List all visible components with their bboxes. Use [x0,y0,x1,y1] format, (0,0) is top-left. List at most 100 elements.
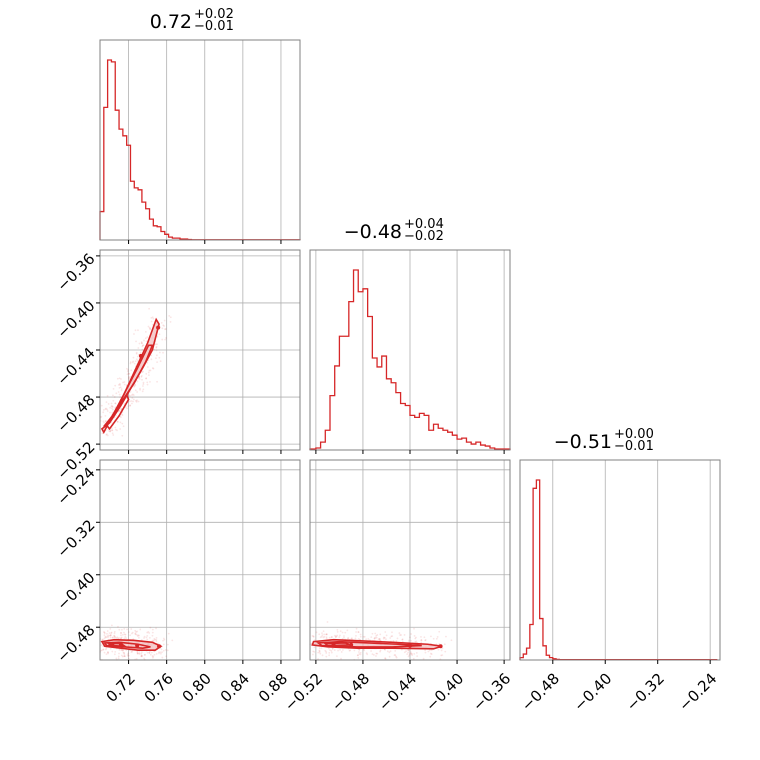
scatter-0-1-sample-96 [146,366,149,368]
scatter-1-2-sample-368 [385,638,387,641]
scatter-1-2-sample-45 [312,635,315,638]
scatter-1-2-sample-373 [375,634,378,637]
scatter-0-1-sample-377 [104,420,107,422]
y-tick-label-p2-r2-0: −0.48 [53,621,98,666]
scatter-1-2-sample-82 [359,633,362,636]
scatter-0-2-sample-365 [139,628,142,631]
scatter-1-2-sample-354 [437,648,440,651]
scatter-0-2-sample-79 [123,653,126,655]
scatter-0-2-sample-263 [146,634,149,637]
scatter-0-2-sample-63 [118,648,121,651]
scatter-1-2-sample-113 [420,639,423,641]
scatter-1-2-sample-83 [340,657,342,660]
scatter-0-2-sample-148 [154,638,157,641]
scatter-0-2-sample-329 [148,652,151,654]
scatter-0-2-sample-178 [111,636,114,639]
scatter-1-2-sample-37 [420,635,422,638]
scatter-1-2-sample-52 [347,637,350,639]
scatter-1-2-sample-301 [339,634,341,637]
scatter-0-1-sample-230 [141,342,143,344]
scatter-0-2-sample-229 [102,645,105,648]
scatter-0-1-sample-355 [155,349,158,352]
scatter-1-2-sample-188 [427,650,430,653]
x-tick-label-p2-1: −0.40 [570,670,615,715]
scatter-0-1-sample-89 [140,375,143,378]
scatter-1-2-sample-313 [325,636,328,639]
scatter-1-2-sample-250 [424,639,427,642]
hist-0-panel [100,40,300,240]
scatter-0-1-sample-76 [150,317,153,319]
scatter-1-2-sample-294 [378,637,381,640]
scatter-0-1-sample-127 [137,329,139,332]
scatter-1-2-sample-43 [323,633,326,636]
scatter-0-1-sample-106 [137,377,140,380]
scatter-1-2-sample-244 [366,653,369,656]
param-title-0: 0.72 [150,11,192,33]
scatter-0-2-sample-305 [127,631,130,633]
scatter-1-2-sample-51 [318,633,321,636]
scatter-1-2-sample-253 [355,631,357,633]
scatter-0-2-sample-130 [140,651,143,653]
scatter-1-2-sample-268 [436,636,439,638]
scatter-1-2-sample-194 [339,630,342,633]
scatter-1-2-panel [310,460,510,660]
scatter-0-1-sample-55 [126,370,129,373]
scatter-1-2-sample-159 [326,621,329,623]
scatter-0-1-sample-94 [105,433,108,436]
scatter-0-1-point-1 [138,353,143,358]
scatter-1-2-sample-222 [325,652,328,654]
scatter-0-2-sample-372 [134,633,137,636]
scatter-0-1-sample-116 [129,404,132,407]
scatter-0-2-sample-209 [162,639,164,642]
scatter-0-2-sample-74 [110,631,113,634]
scatter-1-2-sample-207 [338,636,341,639]
scatter-0-1-sample-102 [135,358,138,361]
scatter-0-1-sample-174 [112,434,115,436]
param-title-minus-0: −0.01 [194,19,234,34]
scatter-0-1-sample-1 [130,369,133,372]
scatter-0-1-sample-75 [129,394,131,397]
scatter-0-1-sample-255 [141,344,144,347]
scatter-1-2-sample-31 [430,635,432,638]
scatter-0-1-sample-226 [152,317,155,320]
scatter-1-2-sample-241 [357,631,360,633]
scatter-0-1-sample-354 [147,325,150,328]
scatter-1-2-sample-364 [430,653,433,656]
scatter-0-1-sample-24 [106,395,109,397]
scatter-1-2-sample-270 [382,636,385,639]
scatter-0-2-sample-243 [127,657,130,660]
scatter-0-1-sample-283 [109,430,112,433]
scatter-0-2-sample-221 [124,633,127,636]
scatter-0-1-sample-281 [131,361,134,364]
scatter-0-1-sample-57 [155,345,158,348]
scatter-1-2-sample-184 [406,653,409,656]
scatter-0-1-sample-48 [132,360,135,363]
scatter-1-2-sample-274 [435,637,438,640]
scatter-1-2-sample-127 [394,654,397,656]
scatter-1-2-sample-329 [450,639,453,642]
scatter-0-2-point-0 [110,642,115,647]
scatter-0-1-sample-298 [105,407,107,410]
scatter-1-2-sample-342 [410,652,413,655]
scatter-0-2-sample-233 [160,648,163,651]
scatter-0-2-sample-44 [120,634,122,637]
scatter-0-1-sample-9 [118,393,121,396]
scatter-0-2-sample-312 [151,628,154,631]
scatter-0-1-sample-167 [135,351,138,354]
scatter-1-2-sample-138 [320,647,323,649]
scatter-0-2-sample-186 [110,632,113,634]
scatter-1-2-sample-248 [313,650,316,653]
scatter-0-2-sample-127 [162,643,165,646]
scatter-0-1-sample-88 [162,351,164,354]
y-tick-label-p1-r1-4: −0.36 [53,250,98,295]
scatter-0-1-sample-302 [107,428,110,431]
scatter-0-2-sample-207 [146,631,149,634]
scatter-0-2-sample-303 [146,638,149,641]
scatter-0-1-sample-338 [120,378,122,380]
scatter-0-1-sample-317 [109,429,112,431]
scatter-1-2-sample-15 [420,641,423,644]
scatter-0-2-sample-48 [110,624,113,627]
scatter-1-2-sample-203 [390,635,393,638]
scatter-1-2-sample-358 [409,653,412,655]
scatter-0-1-sample-42 [146,361,149,364]
